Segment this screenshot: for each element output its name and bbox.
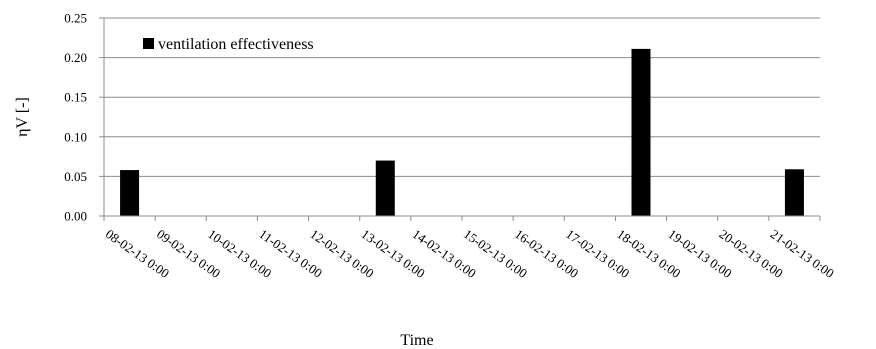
legend-swatch — [143, 38, 154, 49]
x-axis-title: Time — [400, 332, 433, 349]
y-tick-label: 0.20 — [64, 50, 87, 65]
y-tick-label: 0.05 — [64, 169, 87, 184]
legend-label: ventilation effectiveness — [158, 36, 314, 53]
bar — [120, 170, 140, 216]
legend: ventilation effectiveness — [143, 36, 314, 53]
gridlines — [104, 17, 820, 177]
y-tick-label: 0.10 — [64, 129, 87, 144]
bars — [120, 48, 804, 216]
y-tick-label: 0.00 — [64, 209, 87, 224]
bar — [784, 169, 804, 216]
y-tick-label: 0.25 — [64, 11, 87, 26]
y-tick-labels: 0.00 0.05 0.10 0.15 0.20 0.25 — [64, 11, 87, 224]
y-tick-label: 0.15 — [64, 90, 87, 105]
y-axis-title: ηV [-] — [14, 97, 31, 137]
bar — [375, 160, 395, 216]
bar — [631, 48, 651, 216]
axes — [99, 17, 821, 221]
